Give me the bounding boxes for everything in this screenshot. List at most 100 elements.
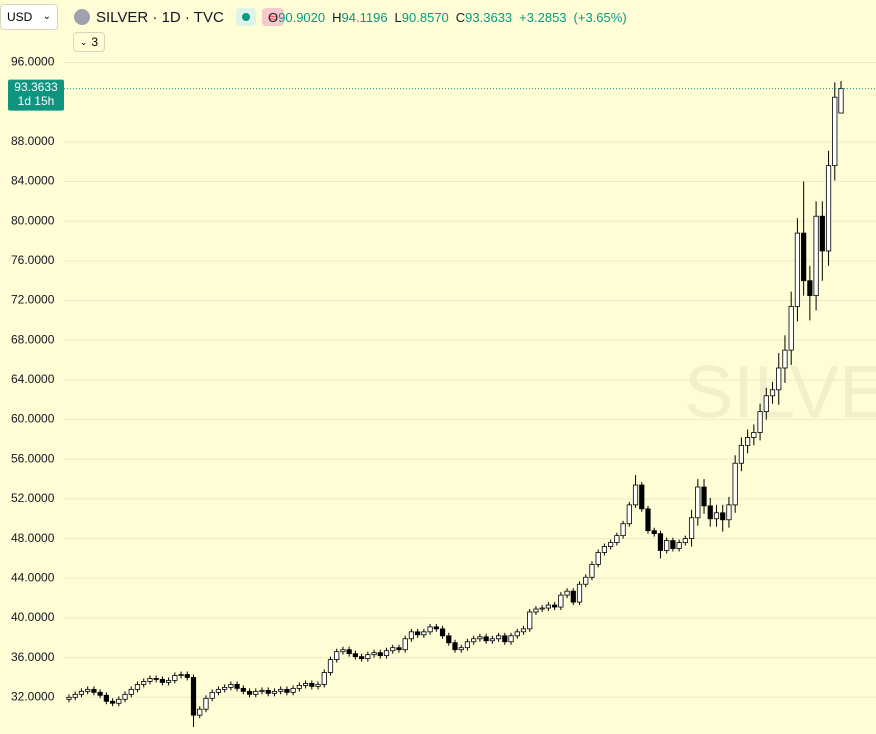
- candle-body: [664, 540, 670, 551]
- indicators-toggle[interactable]: ⌄ 3: [73, 32, 105, 52]
- candle-body: [520, 628, 527, 633]
- candle-body: [583, 576, 589, 585]
- candle-body: [601, 546, 608, 553]
- candle-body: [564, 590, 570, 596]
- currency-select[interactable]: USD ⌄: [0, 4, 58, 30]
- y-tick-label: 40.0000: [11, 610, 55, 624]
- ohlc-label: L: [394, 10, 402, 25]
- candle-body: [253, 690, 259, 695]
- candle-body: [483, 636, 489, 642]
- candle-body: [172, 675, 178, 681]
- candle-body: [439, 628, 446, 637]
- candle-body: [464, 641, 471, 649]
- candle-body: [801, 232, 807, 282]
- candle-body: [489, 638, 495, 642]
- candle-body: [570, 590, 576, 603]
- ohlc-value: 94.1196: [341, 10, 388, 25]
- candle-body: [334, 651, 340, 661]
- candle-body: [390, 647, 396, 652]
- y-tick-label: 96.0000: [11, 55, 55, 69]
- candle-body: [688, 517, 695, 539]
- candle-body: [632, 484, 639, 506]
- candle-body: [769, 389, 776, 397]
- candle-body: [807, 280, 813, 296]
- candle-body: [377, 652, 383, 657]
- candle-body: [620, 523, 626, 537]
- candle-body: [340, 649, 346, 653]
- candle-body: [608, 542, 614, 547]
- candle-body: [794, 232, 801, 307]
- candle-body: [215, 688, 222, 693]
- ohlc-item: C93.3633: [456, 10, 512, 25]
- y-tick-label: 36.0000: [11, 650, 55, 664]
- ohlc-value: 90.9020: [278, 10, 326, 25]
- candle-body: [539, 607, 545, 610]
- candle-body: [713, 512, 720, 520]
- ohlc-label: H: [332, 10, 342, 25]
- chevron: ⌄: [79, 36, 88, 47]
- candle-body: [676, 542, 682, 549]
- candle-body: [552, 604, 558, 608]
- candle-body: [284, 688, 290, 693]
- candle-body: [415, 631, 421, 636]
- watermark: SILVER: [684, 351, 876, 434]
- candle-body: [408, 631, 415, 640]
- candle-body: [657, 533, 664, 551]
- y-tick-label: 48.0000: [11, 531, 55, 545]
- candle-body: [502, 635, 508, 643]
- y-tick-label: 76.0000: [11, 253, 55, 267]
- candle-body: [103, 694, 109, 702]
- candle-body: [246, 690, 253, 695]
- candle-body: [228, 684, 234, 688]
- indicator-count: 3: [91, 35, 99, 49]
- symbol-row: SILVER · 1D · TVC ≈: [74, 8, 284, 26]
- candle-body: [190, 677, 197, 716]
- y-tick-label: 44.0000: [11, 570, 55, 584]
- candle-body: [645, 508, 651, 532]
- candle-body: [832, 96, 838, 167]
- y-tick-label: 72.0000: [11, 293, 55, 307]
- candle-body: [271, 690, 278, 694]
- candle-body: [776, 367, 782, 391]
- candle-body: [396, 647, 402, 651]
- candle-body: [682, 538, 688, 543]
- candle-body: [240, 687, 246, 692]
- symbol-icon: [74, 9, 90, 25]
- candle-body: [670, 540, 676, 549]
- candle-body: [91, 688, 97, 693]
- candle-body: [495, 635, 502, 640]
- candle-body: [626, 504, 632, 525]
- candle-body: [545, 604, 551, 609]
- candle-body: [290, 687, 296, 693]
- change-percent: (+3.65%): [573, 10, 627, 25]
- candle-body: [558, 594, 564, 608]
- ohlc-legend: O90.9020 H94.1196 L90.8570 C93.3633 +3.2853 (…: [268, 10, 627, 25]
- candle-body: [234, 684, 240, 689]
- candle-body: [720, 512, 726, 521]
- candle-body: [726, 504, 732, 521]
- countdown: 1d 15h: [18, 94, 55, 108]
- candle-body: [222, 686, 228, 690]
- candle-body: [259, 689, 265, 692]
- candle-body: [595, 552, 601, 565]
- candle-body: [477, 636, 483, 640]
- candle-body: [153, 678, 159, 680]
- candle-body: [819, 215, 825, 252]
- ohlc-label: C: [455, 10, 466, 25]
- candle-body: [383, 650, 390, 657]
- candle-body: [446, 635, 452, 644]
- candle-body: [197, 708, 203, 716]
- candle-body: [614, 535, 620, 543]
- candle-body: [825, 165, 832, 252]
- candle-body: [352, 653, 358, 658]
- candle-body: [763, 395, 769, 413]
- candle-body: [296, 684, 302, 689]
- ohlc-item: O90.9020: [268, 10, 325, 25]
- candle-body: [695, 486, 701, 519]
- candle-body: [427, 626, 433, 633]
- candle-body: [327, 659, 334, 673]
- candle-body: [184, 674, 190, 678]
- market-open-badge: [235, 8, 256, 26]
- candle-body: [178, 674, 184, 676]
